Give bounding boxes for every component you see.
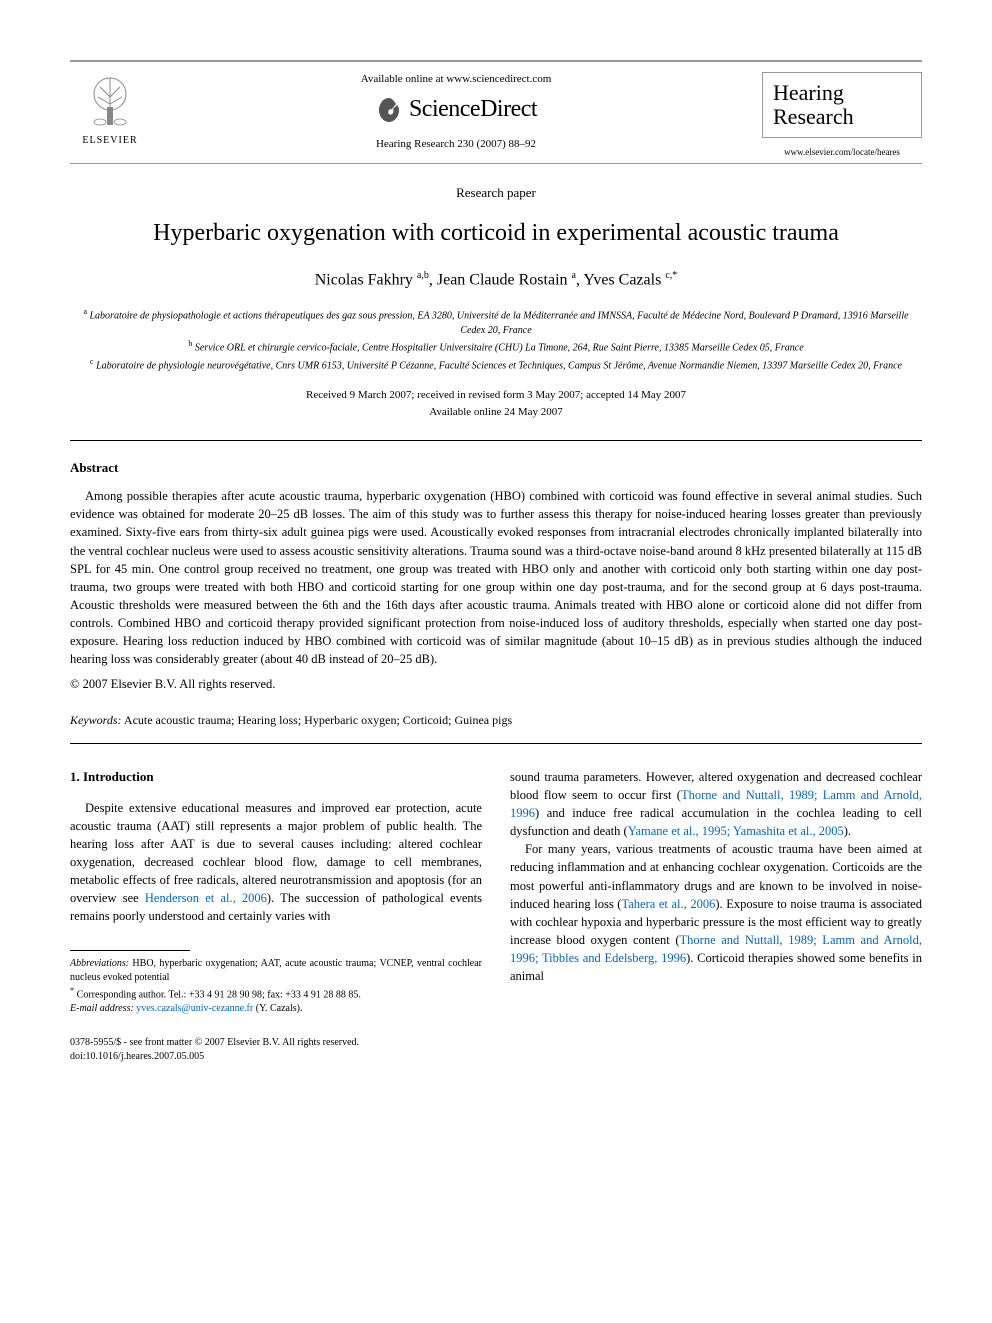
paper-title: Hyperbaric oxygenation with corticoid in…	[70, 218, 922, 249]
sciencedirect-icon	[375, 96, 403, 124]
citation-text: Hearing Research 230 (2007) 88–92	[170, 137, 742, 152]
abstract-top-rule	[70, 440, 922, 441]
journal-block: Hearing Research	[762, 72, 922, 138]
footnote-corresponding: * Corresponding author. Tel.: +33 4 91 2…	[70, 985, 482, 1002]
header-center: Available online at www.sciencedirect.co…	[150, 72, 762, 152]
intro-p1: Despite extensive educational measures a…	[70, 799, 482, 926]
dates-block: Received 9 March 2007; received in revis…	[70, 387, 922, 420]
email-link[interactable]: yves.cazals@univ-cezanne.fr	[134, 1003, 253, 1014]
keywords: Keywords: Acute acoustic trauma; Hearing…	[70, 712, 922, 729]
abstract-heading: Abstract	[70, 459, 922, 477]
journal-block-wrapper: Hearing Research www.elsevier.com/locate…	[762, 72, 922, 159]
intro-p2: For many years, various treatments of ac…	[510, 840, 922, 985]
bottom-bar: 0378-5955/$ - see front matter © 2007 El…	[70, 1036, 922, 1064]
footnotes: Abbreviations: HBO, hyperbaric oxygenati…	[70, 957, 482, 1016]
paper-type: Research paper	[70, 184, 922, 202]
bottom-left: 0378-5955/$ - see front matter © 2007 El…	[70, 1036, 359, 1064]
available-online-text: Available online at www.sciencedirect.co…	[170, 72, 742, 87]
body-columns: 1. Introduction Despite extensive educat…	[70, 768, 922, 1016]
intro-p1-cont: sound trauma parameters. However, altere…	[510, 768, 922, 841]
abstract-text: Among possible therapies after acute aco…	[70, 487, 922, 668]
authors: Nicolas Fakhry a,b, Jean Claude Rostain …	[70, 269, 922, 292]
column-right: sound trauma parameters. However, altere…	[510, 768, 922, 1016]
header-row: ELSEVIER Available online at www.science…	[70, 60, 922, 159]
sciencedirect-logo: ScienceDirect	[170, 93, 742, 127]
journal-name: Hearing Research	[773, 81, 911, 129]
header-rule	[70, 163, 922, 164]
ref-link[interactable]: Tahera et al., 2006	[621, 897, 715, 911]
abstract-copyright: © 2007 Elsevier B.V. All rights reserved…	[70, 676, 922, 694]
affiliations: a Laboratoire de physiopathologie et act…	[70, 306, 922, 373]
footnote-email: E-mail address: yves.cazals@univ-cezanne…	[70, 1002, 482, 1016]
ref-link[interactable]: Henderson et al., 2006	[145, 891, 267, 905]
abstract-bottom-rule	[70, 743, 922, 744]
sciencedirect-text: ScienceDirect	[409, 93, 537, 127]
footnote-abbrev: Abbreviations: HBO, hyperbaric oxygenati…	[70, 957, 482, 985]
elsevier-tree-icon	[80, 72, 140, 132]
intro-heading: 1. Introduction	[70, 768, 482, 787]
footnote-rule	[70, 950, 190, 951]
keywords-label: Keywords:	[70, 713, 122, 727]
elsevier-logo-block: ELSEVIER	[70, 72, 150, 148]
elsevier-label: ELSEVIER	[82, 134, 137, 148]
journal-url: www.elsevier.com/locate/heares	[762, 146, 922, 159]
ref-link[interactable]: Yamane et al., 1995; Yamashita et al., 2…	[628, 824, 844, 838]
column-left: 1. Introduction Despite extensive educat…	[70, 768, 482, 1016]
